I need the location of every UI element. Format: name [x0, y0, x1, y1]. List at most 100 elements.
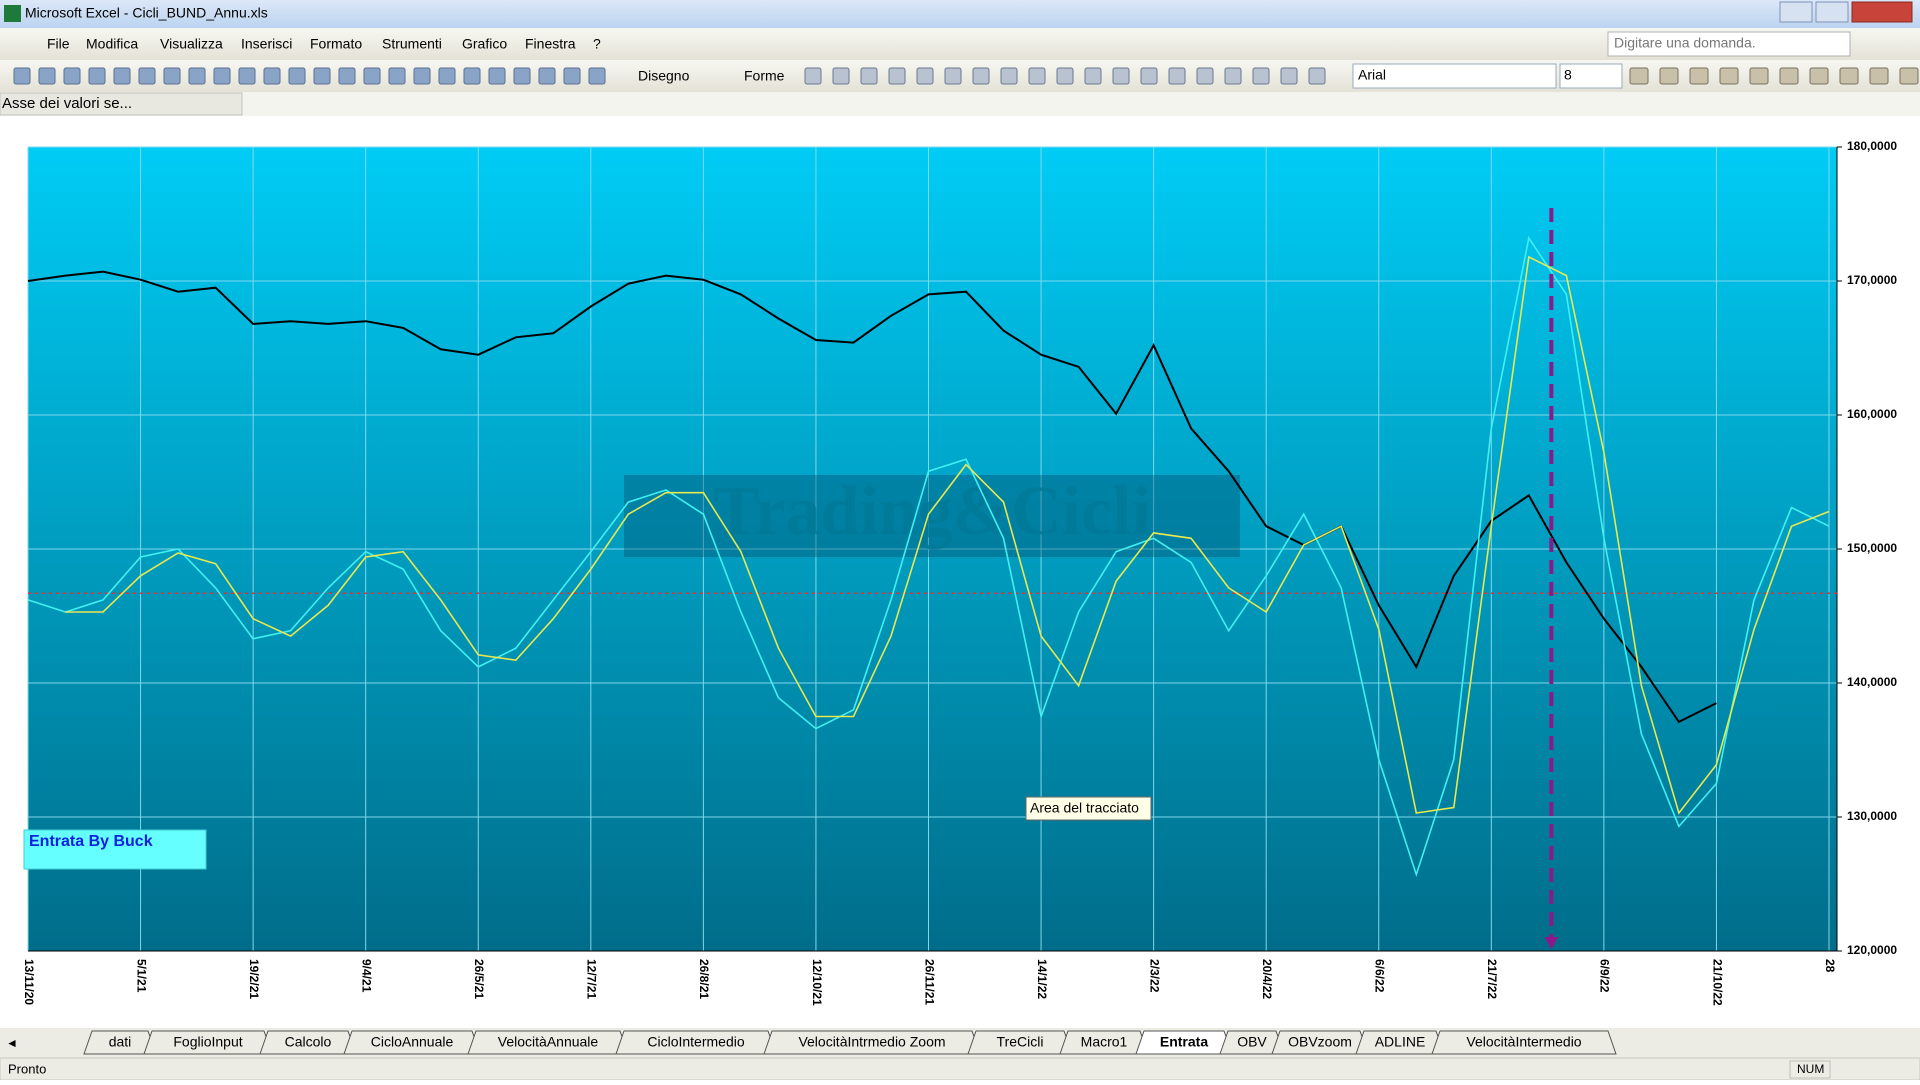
- toolbar-icon[interactable]: [338, 67, 356, 85]
- series-line: [27, 270, 1717, 724]
- sheet-tab[interactable]: [1431, 1030, 1617, 1055]
- toolbar-icon[interactable]: [1140, 67, 1158, 85]
- toolbar-icon[interactable]: [138, 67, 156, 85]
- toolbar-icon[interactable]: [1689, 67, 1709, 85]
- x-tick-label: 14/1/22: [1035, 959, 1049, 999]
- toolbar-icon[interactable]: [163, 67, 181, 85]
- toolbar-icon[interactable]: [1779, 67, 1799, 85]
- toolbar-icon[interactable]: [1000, 67, 1018, 85]
- toolbar-icon[interactable]: [1084, 67, 1102, 85]
- drawing-menu[interactable]: Disegno: [638, 68, 690, 84]
- toolbar-icon[interactable]: [1252, 67, 1270, 85]
- sheet-tab-label: Macro1: [1081, 1034, 1128, 1050]
- sheet-tab-label: CicloAnnuale: [371, 1034, 454, 1050]
- font-size-box[interactable]: [1559, 63, 1623, 89]
- menu-item[interactable]: Grafico: [462, 36, 507, 52]
- toolbar-icon[interactable]: [13, 67, 31, 85]
- menu-item[interactable]: Finestra: [525, 36, 576, 52]
- toolbar-icon[interactable]: [1028, 67, 1046, 85]
- menu-item[interactable]: File: [47, 36, 70, 52]
- toolbar-icon[interactable]: [38, 67, 56, 85]
- toolbar-icon[interactable]: [513, 67, 531, 85]
- toolbar-icon[interactable]: [1839, 67, 1859, 85]
- toolbar-icon[interactable]: [888, 67, 906, 85]
- toolbar-icon[interactable]: [88, 67, 106, 85]
- status-text: Pronto: [8, 1061, 46, 1076]
- toolbar-icon[interactable]: [1168, 67, 1186, 85]
- toolbar-icon[interactable]: [388, 67, 406, 85]
- toolbar-icon[interactable]: [188, 67, 206, 85]
- y-tick-label: 140,0000: [1847, 675, 1897, 689]
- toolbar-icon[interactable]: [1809, 67, 1829, 85]
- x-tick-label: 12/7/21: [585, 959, 599, 999]
- series-line: [27, 236, 1830, 878]
- toolbar-icon[interactable]: [538, 67, 556, 85]
- toolbar-icon[interactable]: [1659, 67, 1679, 85]
- text-box[interactable]: [23, 829, 207, 870]
- toolbar-icon[interactable]: [1629, 67, 1649, 85]
- toolbar-icon[interactable]: [1196, 67, 1214, 85]
- toolbar-icon[interactable]: [972, 67, 990, 85]
- status-bar: [0, 1057, 1920, 1081]
- toolbar-icon[interactable]: [238, 67, 256, 85]
- help-box[interactable]: [1607, 31, 1851, 57]
- toolbar-icon[interactable]: [832, 67, 850, 85]
- title-bar: [0, 0, 1920, 28]
- toolbar-icon[interactable]: [413, 67, 431, 85]
- sheet-tab-label: FoglioInput: [173, 1034, 242, 1050]
- tab-nav[interactable]: ◄: [6, 1036, 18, 1050]
- toolbar-icon[interactable]: [916, 67, 934, 85]
- menu-item[interactable]: Strumenti: [382, 36, 442, 52]
- toolbar-icon[interactable]: [1749, 67, 1769, 85]
- series-line: [65, 255, 1830, 815]
- menu-item[interactable]: Modifica: [86, 36, 138, 52]
- toolbar-icon[interactable]: [1869, 67, 1889, 85]
- menu-item[interactable]: Visualizza: [160, 36, 223, 52]
- menu-item[interactable]: Formato: [310, 36, 362, 52]
- x-tick-label: 6/9/22: [1598, 959, 1612, 993]
- toolbar-icon[interactable]: [860, 67, 878, 85]
- x-tick-label: 26/11/21: [922, 959, 936, 1005]
- minimize-button[interactable]: [1779, 1, 1813, 23]
- sheet-tab-label: CicloIntermedio: [647, 1034, 744, 1050]
- window-title: Microsoft Excel - Cicli_BUND_Annu.xls: [25, 5, 268, 21]
- shapes-menu[interactable]: Forme: [744, 68, 785, 84]
- toolbar-icon[interactable]: [113, 67, 131, 85]
- toolbar-icon[interactable]: [488, 67, 506, 85]
- toolbar-icon[interactable]: [1056, 67, 1074, 85]
- menu-item[interactable]: Inserisci: [241, 36, 292, 52]
- toolbar-icon[interactable]: [563, 67, 581, 85]
- toolbar-icon[interactable]: [263, 67, 281, 85]
- tooltip-text: Area del tracciato: [1030, 800, 1139, 816]
- toolbar-icon[interactable]: [1224, 67, 1242, 85]
- toolbar-icon[interactable]: [438, 67, 456, 85]
- name-box[interactable]: [0, 92, 243, 116]
- sheet-tab-label: VelocitàAnnuale: [498, 1034, 599, 1050]
- toolbar-icon[interactable]: [63, 67, 81, 85]
- font-box[interactable]: [1352, 63, 1557, 89]
- sheet-tab-label: TreCicli: [997, 1034, 1044, 1050]
- toolbar-icon[interactable]: [1719, 67, 1739, 85]
- toolbar-icon[interactable]: [1112, 67, 1130, 85]
- marker-arrow: [1544, 937, 1559, 949]
- toolbar-icon[interactable]: [1280, 67, 1298, 85]
- x-tick-label: 26/5/21: [472, 959, 486, 999]
- toolbar-icon[interactable]: [288, 67, 306, 85]
- toolbar-icon[interactable]: [213, 67, 231, 85]
- toolbar-icon[interactable]: [588, 67, 606, 85]
- sheet-tab-label: VelocitàIntrmedio Zoom: [798, 1034, 945, 1050]
- x-tick-label: 21/10/22: [1710, 959, 1724, 1006]
- toolbar-icon[interactable]: [363, 67, 381, 85]
- toolbar-icon[interactable]: [313, 67, 331, 85]
- menu-item[interactable]: ?: [593, 36, 601, 52]
- toolbar-icon[interactable]: [1308, 67, 1326, 85]
- toolbar-icon[interactable]: [804, 67, 822, 85]
- maximize-button[interactable]: [1815, 1, 1849, 23]
- font-name: Arial: [1358, 67, 1386, 83]
- toolbar-icon[interactable]: [944, 67, 962, 85]
- toolbar-icon[interactable]: [1899, 67, 1919, 85]
- close-button[interactable]: [1851, 1, 1913, 23]
- sheet-tab-label: OBVzoom: [1288, 1034, 1352, 1050]
- x-tick-label: 19/2/21: [247, 959, 261, 999]
- toolbar-icon[interactable]: [463, 67, 481, 85]
